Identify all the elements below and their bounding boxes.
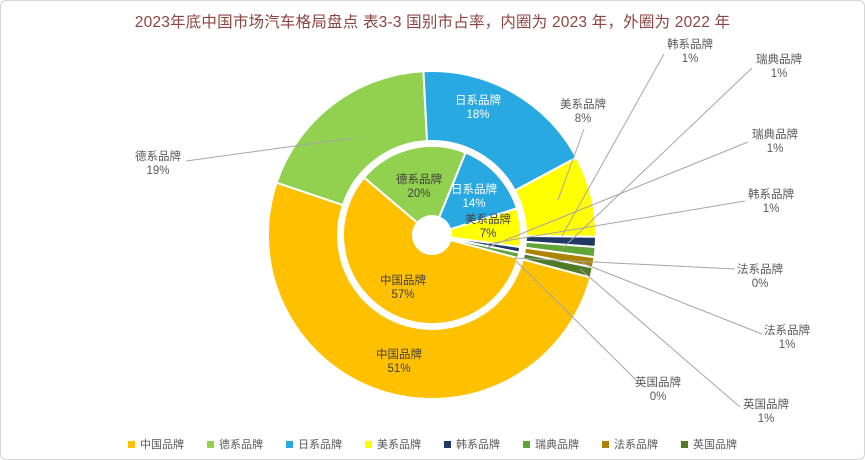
- leader-line-korea-2022: [561, 53, 665, 237]
- leader-line-usa-2022: [557, 128, 585, 201]
- legend-label-korea: 韩系品牌: [456, 439, 500, 451]
- legend-swatch-france: [602, 440, 609, 448]
- label-germany-2023: 德系品牌 20%: [396, 172, 442, 200]
- chart-title: 2023年底中国市场汽车格局盘点 表3-3 国别市占率，内圈为 2023 年，外…: [134, 14, 731, 31]
- slice-labels: 中国品牌 57% 德系品牌 20% 日系品牌 14%美系品牌 7% 中国品牌 51% 日系品牌 18…: [135, 37, 810, 425]
- label-china-2022: 中国品牌 51%: [376, 347, 422, 375]
- slice-china-2023: [342, 176, 519, 325]
- label-korea-2022: 韩系品牌 1%: [667, 37, 713, 65]
- label-uk-2022: 英国品牌 1%: [743, 397, 789, 425]
- legend-label-germany: 德系品牌: [219, 439, 263, 451]
- legend-item-china: 中国品牌: [128, 436, 184, 452]
- slice-china-2022: [266, 181, 592, 401]
- label-china-2023: 中国品牌 57%: [380, 273, 426, 301]
- legend-swatch-germany: [207, 440, 214, 448]
- label-japan-2022: 日系品牌 18%: [455, 93, 501, 121]
- legend-swatch-usa: [365, 440, 372, 448]
- legend-item-france: 法系品牌: [602, 436, 658, 452]
- leader-line-uk-2023: [515, 260, 639, 383]
- slice-germany-2023: [363, 145, 467, 224]
- label-japan-2023: 日系品牌 14%: [451, 182, 497, 210]
- legend-item-uk: 英国品牌: [681, 436, 737, 452]
- slices: [266, 70, 597, 401]
- legend-item-korea: 韩系品牌: [444, 436, 500, 452]
- legend-label-uk: 英国品牌: [693, 439, 737, 451]
- slice-japan-2023: [438, 151, 518, 231]
- legend-item-japan: 日系品牌: [286, 436, 342, 452]
- legend-label-japan: 日系品牌: [298, 439, 342, 451]
- chart-legend: 中国品牌 德系品牌 日系品牌 美系品牌 韩系品牌 瑞典品牌 法系品牌 英国品牌: [1, 436, 864, 452]
- label-france-2022: 法系品牌 1%: [764, 323, 810, 351]
- label-uk-2023: 英国品牌 0%: [635, 375, 681, 403]
- label-france-2023: 法系品牌 0%: [737, 262, 783, 290]
- legend-label-china: 中国品牌: [140, 439, 184, 451]
- leader-line-korea-2023: [486, 200, 746, 245]
- label-usa-2022: 美系品牌 8%: [560, 97, 606, 125]
- leader-lines: [185, 53, 763, 408]
- legend-item-sweden: 瑞典品牌: [523, 436, 579, 452]
- legend-label-france: 法系品牌: [614, 439, 658, 451]
- leader-line-uk-2022: [579, 268, 741, 408]
- leader-line-france-2022: [581, 262, 763, 335]
- legend-swatch-sweden: [523, 440, 530, 448]
- legend-label-usa: 美系品牌: [377, 439, 421, 451]
- leader-line-sweden-2023: [485, 141, 749, 249]
- legend-item-usa: 美系品牌: [365, 436, 421, 452]
- label-germany-2022: 德系品牌 19%: [135, 149, 181, 177]
- legend-swatch-uk: [681, 440, 688, 448]
- label-sweden-2022: 瑞典品牌 1%: [756, 52, 802, 80]
- label-korea-2023: 韩系品牌 1%: [748, 187, 794, 215]
- slice-sweden-2023: [449, 237, 521, 260]
- legend-label-sweden: 瑞典品牌: [535, 439, 579, 451]
- legend-item-germany: 德系品牌: [207, 436, 263, 452]
- label-sweden-2023: 瑞典品牌 1%: [752, 127, 798, 155]
- legend-swatch-korea: [444, 440, 451, 448]
- leader-line-sweden-2022: [563, 67, 753, 248]
- leader-line-germany-2022: [185, 137, 354, 162]
- label-usa-2023: 美系品牌 7%: [465, 212, 511, 240]
- legend-swatch-japan: [286, 440, 293, 448]
- legend-swatch-china: [128, 440, 135, 448]
- leader-line-france-2023: [513, 257, 736, 270]
